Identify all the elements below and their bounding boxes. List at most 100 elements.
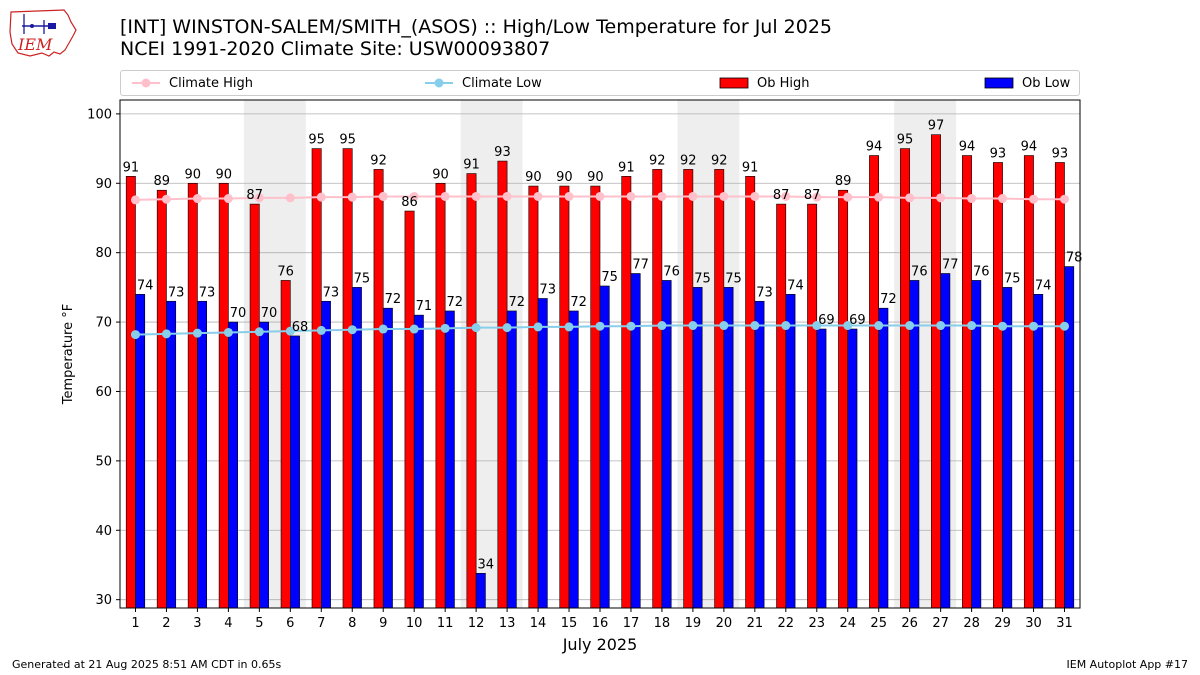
ob-high-value-label: 92 bbox=[370, 153, 387, 168]
ob-low-value-label: 75 bbox=[601, 270, 618, 285]
ob-low-bar bbox=[1033, 294, 1044, 609]
climate-high-point bbox=[905, 193, 915, 203]
ob-low-value-label: 72 bbox=[447, 295, 464, 310]
x-tick-label: 17 bbox=[623, 616, 640, 631]
ob-low-value-label: 70 bbox=[261, 306, 278, 321]
climate-high-point bbox=[223, 194, 233, 204]
climate-high-point bbox=[657, 191, 667, 201]
climate-high-point bbox=[192, 194, 202, 204]
ob-high-bar bbox=[187, 182, 198, 609]
ob-low-bar bbox=[847, 328, 858, 609]
climate-low-point bbox=[130, 330, 140, 340]
ob-low-value-label: 76 bbox=[973, 264, 990, 279]
climate-low-point bbox=[657, 321, 667, 331]
ob-low-value-label: 75 bbox=[1004, 271, 1021, 286]
ob-high-value-label: 89 bbox=[835, 174, 852, 189]
x-tick-label: 27 bbox=[932, 616, 949, 631]
ob-low-bar bbox=[475, 573, 486, 609]
ob-low-bar bbox=[816, 328, 827, 609]
ob-high-value-label: 87 bbox=[804, 188, 821, 203]
ob-low-bar bbox=[444, 310, 455, 609]
ob-high-value-label: 90 bbox=[185, 167, 202, 182]
ob-low-value-label: 72 bbox=[880, 292, 897, 307]
climate-high-point bbox=[843, 192, 853, 202]
climate-low-point bbox=[161, 329, 171, 339]
x-tick-label: 13 bbox=[499, 616, 516, 631]
x-tick-label: 7 bbox=[317, 616, 325, 631]
climate-high-point bbox=[316, 192, 326, 202]
ob-high-bar bbox=[466, 173, 477, 609]
ob-high-bar bbox=[714, 169, 725, 609]
ob-low-value-label: 69 bbox=[849, 313, 866, 328]
ob-low-value-label: 75 bbox=[725, 271, 742, 286]
ob-low-value-label: 76 bbox=[911, 264, 928, 279]
climate-high-point bbox=[502, 191, 512, 201]
chart-title-line-1: [INT] WINSTON-SALEM/SMITH_(ASOS) :: High… bbox=[120, 16, 833, 38]
ob-low-swatch-icon bbox=[984, 77, 1014, 89]
climate-low-point bbox=[874, 321, 884, 331]
ob-high-bar bbox=[218, 182, 229, 609]
ob-high-bar bbox=[497, 160, 508, 609]
ob-high-bar bbox=[1054, 162, 1065, 609]
y-tick-label: 30 bbox=[95, 593, 112, 608]
ob-low-value-label: 73 bbox=[168, 285, 185, 300]
ob-high-value-label: 93 bbox=[990, 146, 1007, 161]
ob-high-bar bbox=[652, 169, 663, 609]
climate-low-point bbox=[750, 321, 760, 331]
y-tick-label: 40 bbox=[95, 524, 112, 539]
ob-high-value-label: 90 bbox=[432, 167, 449, 182]
ob-low-bar bbox=[382, 307, 393, 609]
climate-high-point bbox=[254, 193, 264, 203]
iowa-state-logo-icon: IEM bbox=[9, 9, 77, 57]
ob-high-bar bbox=[559, 185, 570, 609]
ob-high-value-label: 97 bbox=[928, 119, 945, 134]
x-tick-label: 24 bbox=[839, 616, 856, 631]
ob-low-bar bbox=[537, 298, 548, 609]
climate-low-point bbox=[595, 321, 605, 331]
ob-high-bar bbox=[249, 203, 260, 609]
ob-high-value-label: 94 bbox=[959, 140, 976, 155]
chart-legend: Climate High Climate Low Ob High Ob Low bbox=[120, 70, 1080, 96]
y-tick-label: 100 bbox=[87, 107, 112, 122]
ob-low-bar bbox=[166, 300, 177, 609]
x-tick-label: 8 bbox=[348, 616, 356, 631]
x-tick-label: 31 bbox=[1056, 616, 1073, 631]
climate-low-point bbox=[967, 321, 977, 331]
climate-low-line-icon bbox=[425, 78, 453, 88]
legend-item-climate-high: Climate High bbox=[131, 71, 253, 95]
ob-low-bar bbox=[135, 294, 146, 609]
x-tick-label: 16 bbox=[592, 616, 609, 631]
ob-low-value-label: 69 bbox=[818, 313, 835, 328]
ob-high-bar bbox=[590, 185, 601, 609]
ob-high-value-label: 92 bbox=[711, 153, 728, 168]
ob-low-bar bbox=[290, 335, 300, 609]
ob-low-bar bbox=[878, 307, 889, 609]
y-tick-label: 60 bbox=[95, 385, 112, 400]
ob-low-value-label: 78 bbox=[1066, 251, 1083, 266]
ob-low-value-label: 74 bbox=[787, 278, 804, 293]
climate-low-point bbox=[564, 322, 574, 332]
x-tick-label: 29 bbox=[994, 616, 1011, 631]
x-tick-label: 12 bbox=[468, 616, 485, 631]
legend-item-ob-low: Ob Low bbox=[984, 71, 1070, 95]
ob-low-bar bbox=[228, 321, 238, 609]
chart-title: [INT] WINSTON-SALEM/SMITH_(ASOS) :: High… bbox=[120, 16, 832, 60]
ob-low-value-label: 70 bbox=[230, 306, 247, 321]
ob-high-bar bbox=[156, 189, 167, 609]
climate-low-point bbox=[936, 321, 946, 331]
ob-high-value-label: 91 bbox=[463, 158, 480, 173]
ob-low-value-label: 72 bbox=[570, 295, 587, 310]
climate-low-point bbox=[533, 322, 543, 332]
climate-high-point bbox=[812, 192, 822, 202]
x-tick-label: 6 bbox=[286, 616, 294, 631]
svg-text:IEM: IEM bbox=[17, 35, 53, 54]
ob-low-value-label: 72 bbox=[385, 292, 402, 307]
ob-high-bar bbox=[745, 176, 756, 609]
ob-low-bar bbox=[785, 294, 796, 609]
legend-label-climate-high: Climate High bbox=[169, 75, 254, 91]
x-tick-label: 2 bbox=[162, 616, 170, 631]
ob-high-bar bbox=[962, 155, 972, 609]
ob-high-bar bbox=[931, 134, 941, 609]
ob-high-bar bbox=[683, 169, 694, 609]
